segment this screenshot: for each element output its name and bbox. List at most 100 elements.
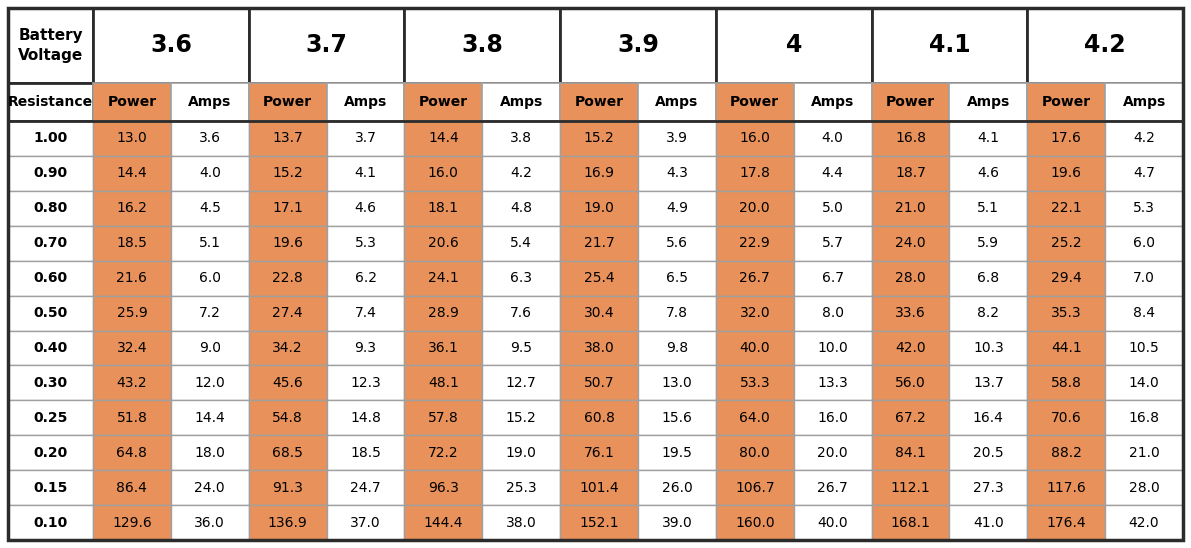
Bar: [949, 505, 1028, 540]
Text: Power: Power: [263, 95, 312, 109]
Bar: [638, 505, 716, 540]
Text: 13.3: 13.3: [817, 376, 848, 390]
Bar: [8, 470, 93, 505]
Text: Amps: Amps: [499, 95, 543, 109]
Bar: [405, 435, 482, 470]
Text: 41.0: 41.0: [973, 516, 1004, 529]
Text: 37.0: 37.0: [350, 516, 381, 529]
Bar: [716, 330, 793, 366]
Bar: [170, 401, 249, 435]
Bar: [93, 8, 249, 83]
Bar: [482, 435, 560, 470]
Bar: [716, 83, 793, 121]
Bar: [1105, 470, 1183, 505]
Bar: [638, 261, 716, 295]
Text: 25.4: 25.4: [584, 271, 615, 285]
Bar: [560, 295, 638, 330]
Text: 13.0: 13.0: [661, 376, 692, 390]
Bar: [638, 366, 716, 401]
Text: 27.4: 27.4: [273, 306, 303, 320]
Bar: [170, 470, 249, 505]
Text: 0.25: 0.25: [33, 411, 68, 425]
Text: 32.4: 32.4: [117, 341, 148, 355]
Text: 0.50: 0.50: [33, 306, 68, 320]
Bar: [326, 401, 405, 435]
Text: 9.8: 9.8: [666, 341, 688, 355]
Text: 15.2: 15.2: [273, 167, 303, 180]
Text: 64.8: 64.8: [117, 446, 148, 460]
Text: 35.3: 35.3: [1050, 306, 1081, 320]
Bar: [1105, 121, 1183, 156]
Bar: [326, 83, 405, 121]
Text: 0.10: 0.10: [33, 516, 68, 529]
Text: 40.0: 40.0: [817, 516, 848, 529]
Bar: [249, 401, 326, 435]
Bar: [93, 366, 170, 401]
Bar: [8, 366, 93, 401]
Bar: [482, 156, 560, 191]
Text: 76.1: 76.1: [584, 446, 615, 460]
Bar: [638, 156, 716, 191]
Bar: [716, 156, 793, 191]
Text: 4.1: 4.1: [355, 167, 376, 180]
Text: 12.7: 12.7: [506, 376, 537, 390]
Bar: [93, 435, 170, 470]
Bar: [872, 435, 949, 470]
Bar: [249, 121, 326, 156]
Text: 24.0: 24.0: [194, 481, 225, 495]
Bar: [949, 470, 1028, 505]
Bar: [482, 470, 560, 505]
Bar: [170, 295, 249, 330]
Bar: [716, 435, 793, 470]
Text: 20.6: 20.6: [428, 236, 459, 250]
Text: 5.6: 5.6: [666, 236, 688, 250]
Text: 136.9: 136.9: [268, 516, 307, 529]
Bar: [638, 83, 716, 121]
Text: 16.0: 16.0: [428, 167, 459, 180]
Bar: [1105, 261, 1183, 295]
Text: 18.1: 18.1: [428, 201, 459, 215]
Bar: [949, 191, 1028, 226]
Bar: [1028, 505, 1105, 540]
Text: 22.8: 22.8: [273, 271, 303, 285]
Text: 3.7: 3.7: [355, 132, 376, 145]
Bar: [560, 8, 716, 83]
Text: 6.5: 6.5: [666, 271, 688, 285]
Bar: [560, 226, 638, 261]
Text: 0.70: 0.70: [33, 236, 68, 250]
Bar: [872, 366, 949, 401]
Text: 51.8: 51.8: [117, 411, 148, 425]
Bar: [716, 121, 793, 156]
Bar: [560, 330, 638, 366]
Bar: [482, 505, 560, 540]
Text: 80.0: 80.0: [740, 446, 771, 460]
Text: 25.9: 25.9: [117, 306, 148, 320]
Text: 6.0: 6.0: [1133, 236, 1155, 250]
Text: 3.8: 3.8: [461, 33, 504, 58]
Bar: [482, 226, 560, 261]
Text: 4.7: 4.7: [1133, 167, 1155, 180]
Text: 15.6: 15.6: [661, 411, 692, 425]
Text: 26.0: 26.0: [661, 481, 692, 495]
Bar: [249, 470, 326, 505]
Text: 40.0: 40.0: [740, 341, 771, 355]
Bar: [93, 261, 170, 295]
Text: 54.8: 54.8: [273, 411, 303, 425]
Bar: [872, 226, 949, 261]
Bar: [249, 8, 405, 83]
Bar: [8, 226, 93, 261]
Text: 0.80: 0.80: [33, 201, 68, 215]
Text: 3.9: 3.9: [617, 33, 659, 58]
Bar: [638, 295, 716, 330]
Bar: [249, 261, 326, 295]
Bar: [405, 261, 482, 295]
Bar: [249, 226, 326, 261]
Text: 20.5: 20.5: [973, 446, 1004, 460]
Bar: [8, 435, 93, 470]
Text: 10.5: 10.5: [1129, 341, 1160, 355]
Bar: [1028, 470, 1105, 505]
Text: 88.2: 88.2: [1050, 446, 1081, 460]
Bar: [8, 505, 93, 540]
Text: 4.2: 4.2: [1133, 132, 1155, 145]
Bar: [716, 505, 793, 540]
